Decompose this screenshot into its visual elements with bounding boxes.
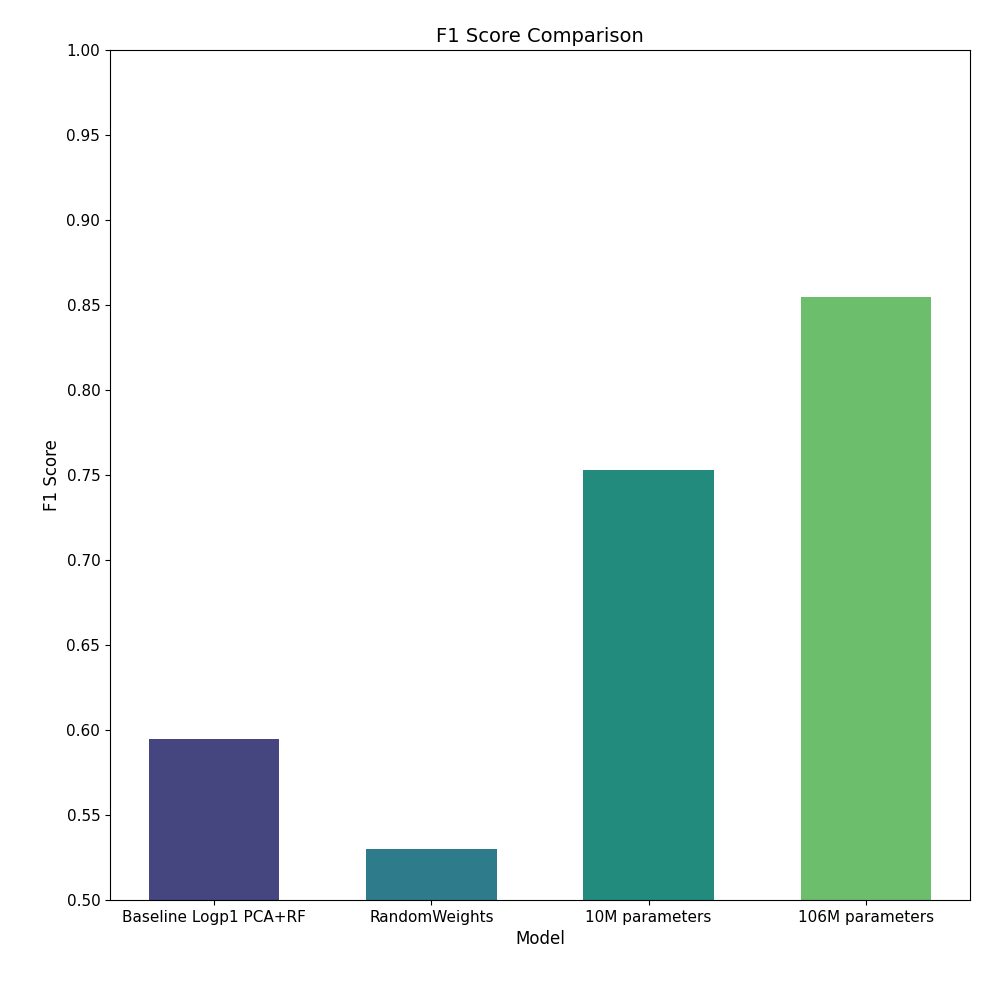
Bar [583, 470, 714, 1000]
Bar [801, 296, 931, 1000]
Bar [366, 849, 497, 1000]
Bar [149, 738, 279, 1000]
Y-axis label: F1 Score: F1 Score [43, 439, 61, 511]
X-axis label: Model: Model [515, 930, 565, 948]
Title: F1 Score Comparison: F1 Score Comparison [436, 27, 644, 46]
